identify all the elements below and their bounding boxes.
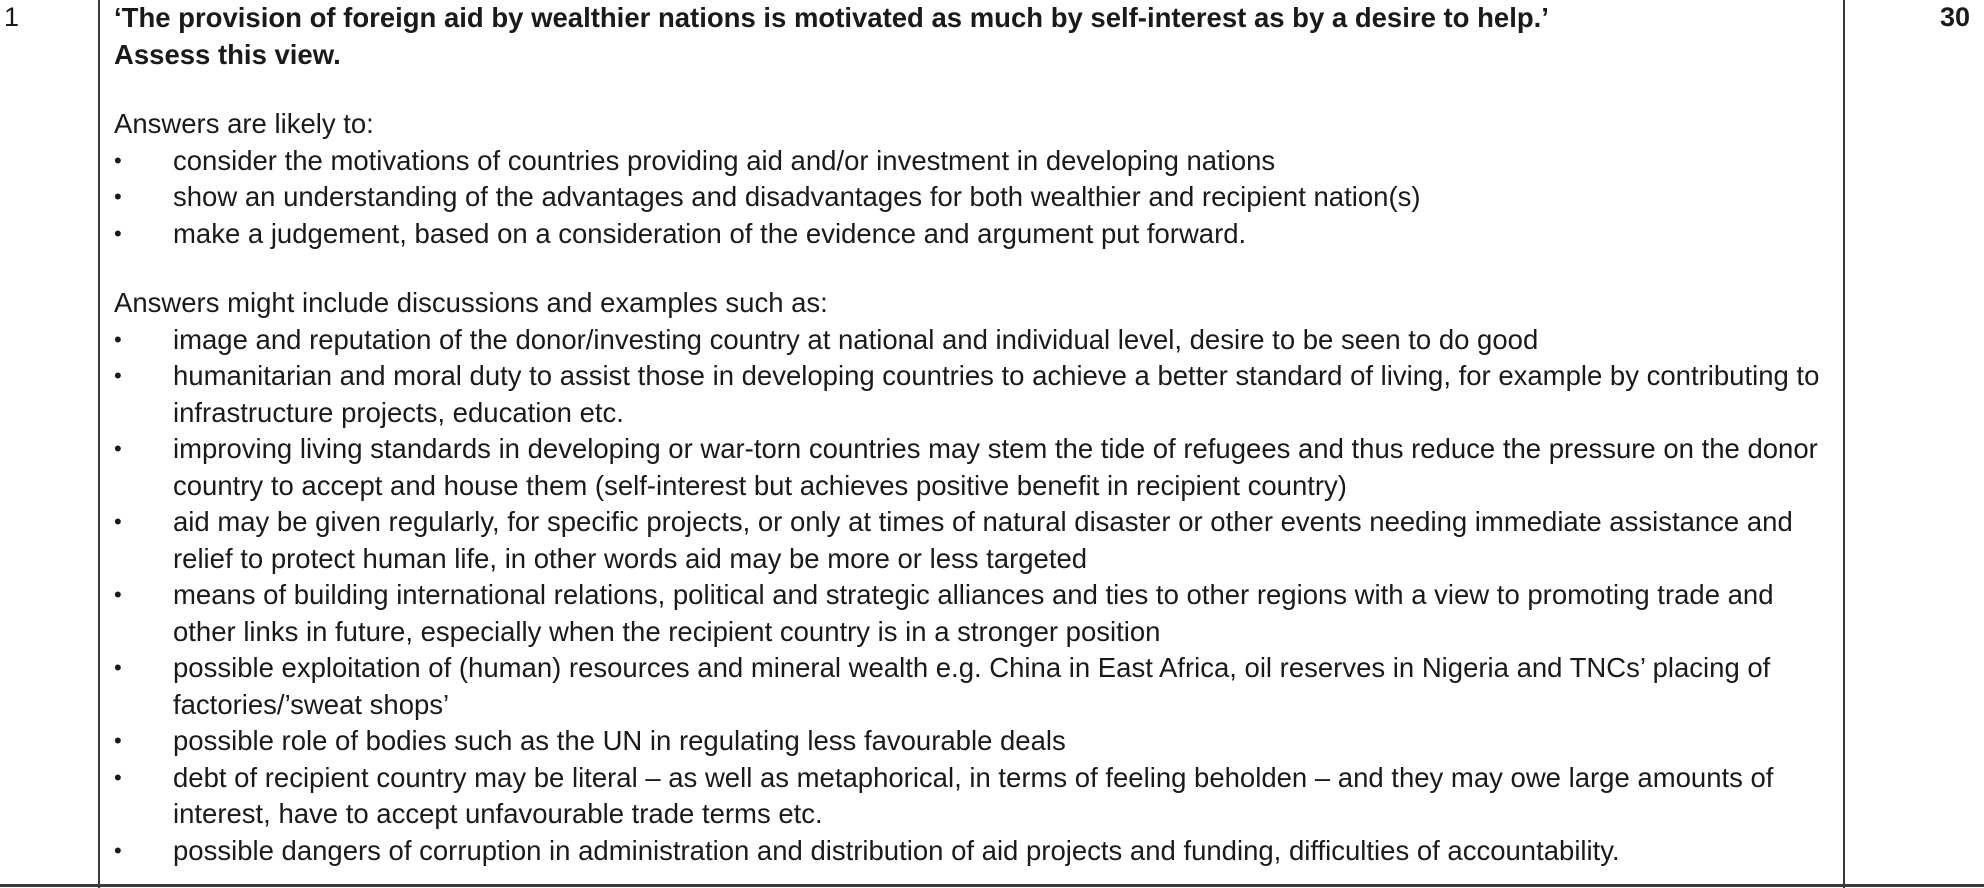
question-number: 1 (4, 2, 20, 32)
bullet-icon: • (114, 184, 122, 209)
column-divider-left (98, 0, 100, 888)
list-item: • possible role of bodies such as the UN … (114, 723, 1834, 760)
likely-lead: Answers are likely to: (114, 108, 374, 139)
list-item: • improving living standards in developin… (114, 433, 1818, 501)
examples-list: • image and reputation of the donor/inves… (114, 322, 1834, 870)
likely-list: • consider the motivations of countries p… (114, 143, 1834, 253)
list-item: • aid may be given regularly, for specifi… (114, 506, 1793, 574)
column-divider-right (1843, 0, 1845, 888)
list-item: • possible dangers of corruption in admin… (114, 833, 1834, 870)
bullet-icon: • (114, 147, 122, 173)
question-title-line-2: Assess this view. (114, 38, 341, 70)
bullet-icon: • (114, 220, 122, 246)
list-item: • means of building international relatio… (114, 579, 1774, 647)
question-marks: 30 (1939, 2, 1970, 32)
list-item: • debt of recipient country may be litera… (114, 761, 1774, 830)
mark-scheme-content: ‘The provision of foreign aid by wealthi… (114, 0, 1834, 869)
bullet-icon: • (114, 837, 122, 863)
bullet-icon: • (114, 728, 122, 753)
list-item: • image and reputation of the donor/inves… (114, 322, 1834, 359)
list-item: • possible exploitation of (human) resour… (114, 652, 1771, 720)
bullet-icon: • (114, 509, 122, 534)
bullet-icon: • (114, 363, 122, 388)
bullet-icon: • (114, 764, 122, 790)
list-item: • show an understanding of the advantages… (114, 179, 1834, 216)
bullet-icon: • (114, 655, 122, 680)
row-divider-bottom (0, 884, 1984, 887)
examples-lead: Answers might include discussions and ex… (114, 287, 828, 318)
list-item: • humanitarian and moral duty to assist t… (114, 360, 1820, 428)
list-item: • consider the motivations of countries p… (114, 143, 1834, 180)
bullet-icon: • (114, 326, 122, 352)
list-item: • make a judgement, based on a considerat… (114, 216, 1834, 253)
question-title-line-1: ‘The provision of foreign aid by wealthi… (114, 2, 1549, 33)
question-title: ‘The provision of foreign aid by wealthi… (114, 0, 1834, 73)
bullet-icon: • (114, 582, 122, 607)
bullet-icon: • (114, 436, 122, 461)
